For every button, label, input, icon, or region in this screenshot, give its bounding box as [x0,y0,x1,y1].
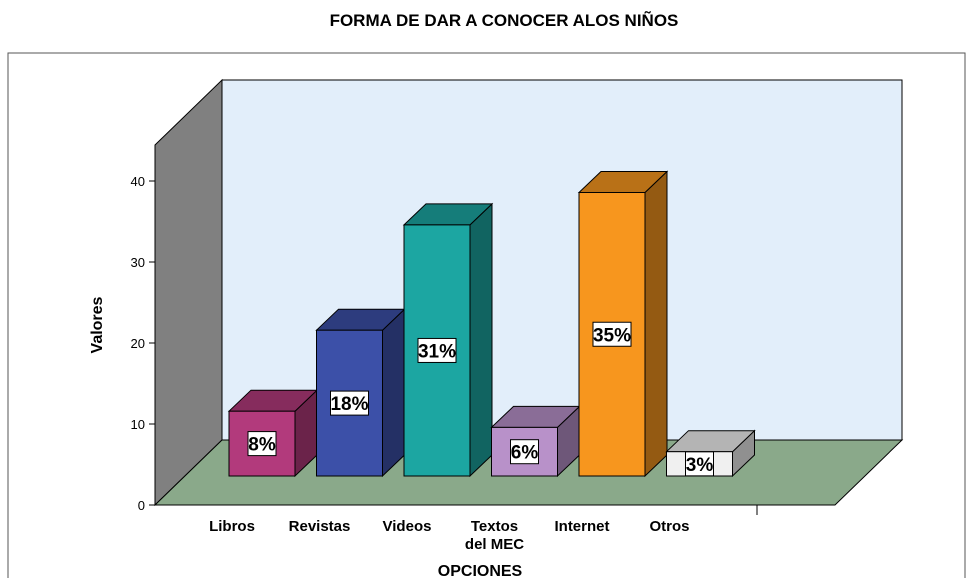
y-tick-label: 20 [131,336,145,351]
y-tick-label: 10 [131,417,145,432]
y-axis-label: Valores [89,296,106,353]
x-tick-label: Internet [554,518,609,535]
value-label: 35% [593,325,631,346]
bar-side [644,170,668,478]
side-wall [154,78,223,507]
value-label-box [247,431,277,457]
value-label: 31% [418,341,456,362]
y-tick-label: 40 [131,174,145,189]
value-label: 3% [686,455,714,476]
value-label-box [685,451,714,477]
y-tick-label: 30 [131,255,145,270]
value-label: 18% [330,394,368,415]
x-tick-label: Textos del MEC [465,518,524,553]
value-label: 6% [511,443,539,464]
y-tick-label: 0 [138,498,145,513]
x-tick-label: Libros [209,518,255,535]
value-label-box [592,321,632,347]
bar-side [469,202,493,478]
bar-side [382,308,405,478]
value-label-box [510,439,539,465]
x-tick-label: Videos [383,518,432,535]
value-label-box [330,390,369,416]
value-label-box [417,337,457,363]
x-axis-label: OPCIONES [438,563,523,578]
chart-title: FORMA DE DAR A CONOCER ALOS NIÑOS [330,10,679,30]
x-tick-label: Otros [649,518,689,535]
value-label: 8% [248,435,276,456]
x-tick-label: Revistas [289,518,351,535]
